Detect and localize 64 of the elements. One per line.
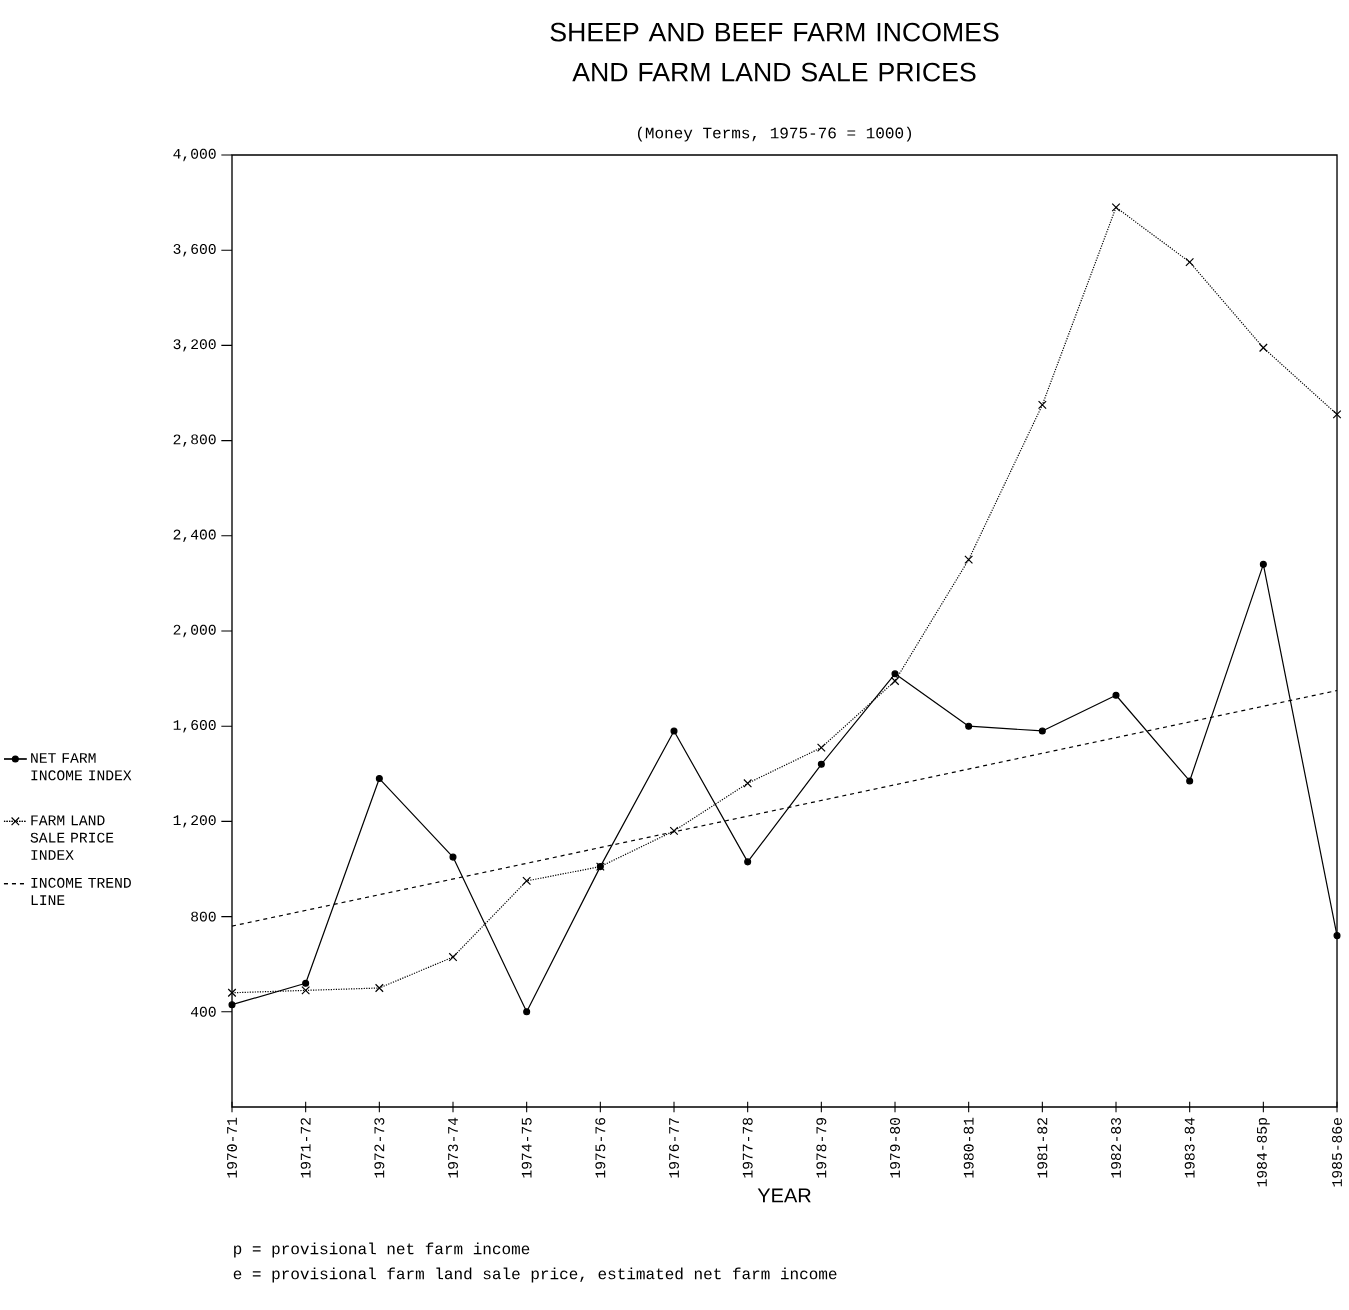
x-tick-label: 1976-77: [669, 1118, 679, 1178]
legend-label: NET FARM INCOME INDEX: [31, 753, 132, 781]
point: [301, 986, 311, 995]
point: [890, 676, 900, 686]
x-tick-label: 1970-71: [227, 1117, 237, 1178]
point: [816, 743, 826, 752]
point: [227, 988, 237, 998]
point: [228, 1001, 236, 1009]
x-tick-label: 1981-82: [1037, 1118, 1048, 1178]
point: [891, 670, 899, 678]
x-tick-label: 1979-80: [890, 1117, 900, 1178]
point: [1037, 400, 1047, 410]
x-tick-label: 1975-76: [595, 1118, 606, 1178]
point: [1185, 257, 1195, 267]
chart-title: SHEEP AND BEEF FARM INCOMES AND FARM LAND SALE PRICES: [550, 22, 999, 82]
x-tick-label: 1971-72: [300, 1118, 311, 1178]
point: [1112, 691, 1120, 699]
point: [669, 826, 679, 836]
x-tick-label: 1983-84: [1184, 1117, 1195, 1178]
point: [1333, 932, 1341, 940]
y-tick-label: 1,600: [173, 719, 216, 733]
legend-label: INCOME TREND LINE: [31, 877, 131, 905]
x-tick-label: 1982-83: [1111, 1117, 1121, 1178]
point: [1332, 410, 1342, 419]
x-tick-label: 1972-73: [374, 1117, 385, 1178]
point: [302, 979, 310, 987]
point: [1259, 560, 1267, 568]
point: [817, 760, 825, 768]
point: [1186, 777, 1194, 785]
point: [1258, 343, 1268, 353]
y-tick-label: 400: [190, 1006, 216, 1017]
point: [522, 876, 532, 886]
point: [744, 858, 752, 866]
point: [1111, 202, 1121, 212]
legend-label: FARM LAND SALE PRICE INDEX: [30, 815, 114, 860]
y-tick-label: 3,600: [173, 243, 216, 257]
point: [374, 983, 384, 993]
x-tick-label: 1984-85p: [1256, 1118, 1270, 1187]
y-tick-label: 4,000: [173, 148, 216, 162]
chart-subtitle: (Money Terms, 1975-76 = 1000): [637, 126, 912, 142]
point: [449, 853, 457, 861]
y-tick-label: 2,800: [173, 434, 216, 447]
x-tick-label: 1978-79: [816, 1118, 827, 1178]
y-tick-label: 2,400: [173, 529, 216, 542]
y-tick-label: 2,000: [173, 624, 216, 638]
y-tick-label: 3,200: [173, 339, 216, 352]
point: [1038, 727, 1046, 735]
x-tick-label: 1980-81: [963, 1117, 974, 1178]
text: e = provisional farm land sale price, estimated net farm income: [233, 1267, 837, 1283]
point: [743, 778, 753, 788]
y-tick-label: 1,200: [173, 815, 216, 828]
x-tick-label: 1985-86e: [1332, 1118, 1342, 1187]
y-tick-label: 800: [191, 911, 216, 922]
x-tick-label: 1974-75: [521, 1117, 532, 1178]
point: [375, 775, 383, 783]
point: [965, 722, 973, 730]
x-axis-title: YEAR: [757, 1188, 811, 1203]
x-tick-label: 1973-74: [448, 1117, 458, 1178]
point: [523, 1008, 531, 1016]
point: [448, 952, 458, 962]
point: [670, 727, 678, 735]
text: p = provisional net farm income: [234, 1242, 530, 1258]
x-tick-label: 1977-78: [742, 1118, 753, 1178]
point: [964, 555, 974, 564]
